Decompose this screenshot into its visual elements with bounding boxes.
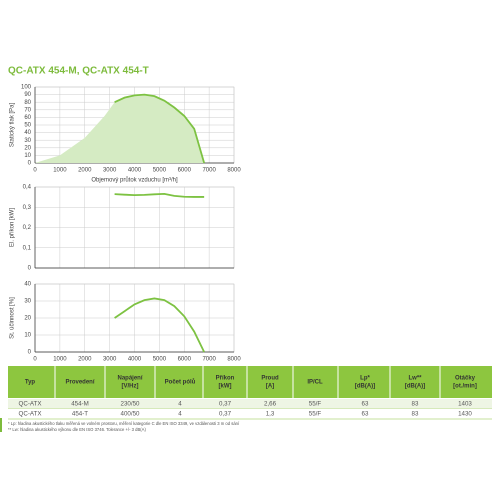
y-axis-title: St. účinnost [%] — [10, 297, 16, 339]
table-cell: 55/F — [309, 411, 322, 418]
x-tick-label: 7000 — [202, 357, 216, 363]
table-cell: 0,37 — [219, 411, 232, 418]
line — [114, 192, 205, 198]
table-header-cell: [A] — [266, 384, 274, 390]
table-header-cell: [kW] — [219, 384, 232, 390]
table-header-cell: Typ — [25, 380, 36, 386]
x-tick-label: 3000 — [103, 168, 117, 174]
table-header-cell: Lp* — [360, 376, 370, 382]
table-header-cell: Proud — [261, 376, 279, 382]
table-cell: 63 — [362, 401, 369, 408]
table-header-cell: Napájení — [117, 376, 142, 382]
table-cell: QC-ATX — [19, 411, 42, 418]
x-tick-label: 2000 — [78, 357, 92, 363]
x-tick-label: 8000 — [227, 357, 241, 363]
x-axis-title: Objemový průtok vzduchu [m³/h] — [91, 177, 178, 184]
table-header-bg — [8, 366, 492, 398]
y-tick-label: 40 — [24, 282, 31, 288]
y-tick-label: 90 — [24, 92, 31, 98]
page-title: QC-ATX 454-M, QC-ATX 454-T — [8, 66, 149, 77]
table-row-bg — [8, 409, 492, 419]
y-tick-label: 0 — [28, 266, 32, 272]
line — [114, 297, 205, 353]
table-header-cell: Počet pólů — [165, 379, 196, 386]
y-tick-label: 0,2 — [23, 225, 32, 231]
y-axis-title: Statický tlak [Pa] — [10, 102, 16, 147]
table-header-cell: [ot./min] — [453, 384, 477, 390]
x-tick-label: 4000 — [128, 168, 142, 174]
y-tick-label: 100 — [21, 85, 32, 91]
y-tick-label: 0,4 — [23, 185, 32, 191]
area — [35, 94, 205, 163]
table-header-cell: Příkon — [216, 376, 235, 382]
y-tick-label: 10 — [24, 333, 31, 339]
table-cell: 2,66 — [264, 401, 277, 408]
y-axis-title: El. příkon [kW] — [10, 208, 16, 247]
table-cell: QC-ATX — [19, 401, 42, 408]
table-cell: 0,37 — [219, 401, 232, 408]
footnote: ** Lw: hladina akustického výkonu dle EN… — [8, 427, 146, 432]
x-tick-label: 0 — [33, 357, 37, 363]
y-tick-label: 50 — [24, 123, 31, 129]
line — [114, 93, 206, 164]
y-tick-label: 30 — [24, 138, 31, 144]
x-tick-label: 6000 — [178, 357, 192, 363]
y-tick-label: 20 — [24, 316, 31, 322]
x-tick-label: 6000 — [178, 168, 192, 174]
table-header-cell: [dB(A)] — [405, 384, 425, 390]
y-tick-label: 80 — [24, 100, 31, 106]
table-cell: 1430 — [458, 411, 472, 418]
y-tick-label: 70 — [24, 107, 31, 113]
y-tick-label: 40 — [24, 130, 31, 136]
x-tick-label: 5000 — [153, 168, 167, 174]
table-cell: 63 — [362, 411, 369, 418]
x-tick-label: 2000 — [78, 168, 92, 174]
table-header-cell: IP/CL — [307, 380, 323, 386]
table-header-cell: Provedení — [65, 380, 94, 386]
table-cell: 454-T — [72, 411, 88, 418]
x-tick-label: 7000 — [202, 168, 216, 174]
footnote: * Lp: hladina akustického tlaku měřená v… — [8, 421, 240, 426]
table-row-bg — [8, 399, 492, 409]
x-tick-label: 8000 — [227, 168, 241, 174]
table-cell: 4 — [178, 401, 182, 408]
y-tick-label: 60 — [24, 115, 31, 121]
y-tick-label: 0 — [28, 161, 32, 167]
table-cell: 1,3 — [266, 411, 275, 418]
table-cell: 400/50 — [121, 411, 140, 418]
x-tick-label: 3000 — [103, 357, 117, 363]
y-tick-label: 0,1 — [23, 245, 32, 251]
table-cell: 4 — [178, 411, 182, 418]
table-header-cell: Otáčky — [455, 376, 476, 382]
x-tick-label: 0 — [33, 168, 37, 174]
x-tick-label: 4000 — [128, 357, 142, 363]
table-header-cell: [V/Hz] — [122, 384, 139, 390]
table-header-cell: Lw** — [408, 376, 422, 382]
table-cell: 454-M — [71, 401, 89, 408]
y-tick-label: 0 — [28, 350, 32, 356]
table-cell: 83 — [412, 411, 419, 418]
x-tick-label: 5000 — [153, 357, 167, 363]
y-tick-label: 20 — [24, 145, 31, 151]
y-tick-label: 30 — [24, 299, 31, 305]
y-tick-label: 10 — [24, 153, 31, 159]
y-tick-label: 0,3 — [23, 205, 32, 211]
table-cell: 83 — [412, 401, 419, 408]
x-tick-label: 1000 — [53, 357, 67, 363]
table-header-cell: [dB(A)] — [355, 384, 375, 390]
x-tick-label: 1000 — [53, 168, 67, 174]
table-cell: 1403 — [458, 401, 472, 408]
table-cell: 55/F — [309, 401, 322, 408]
accent-bar — [0, 418, 2, 432]
table-cell: 230/50 — [121, 401, 140, 408]
